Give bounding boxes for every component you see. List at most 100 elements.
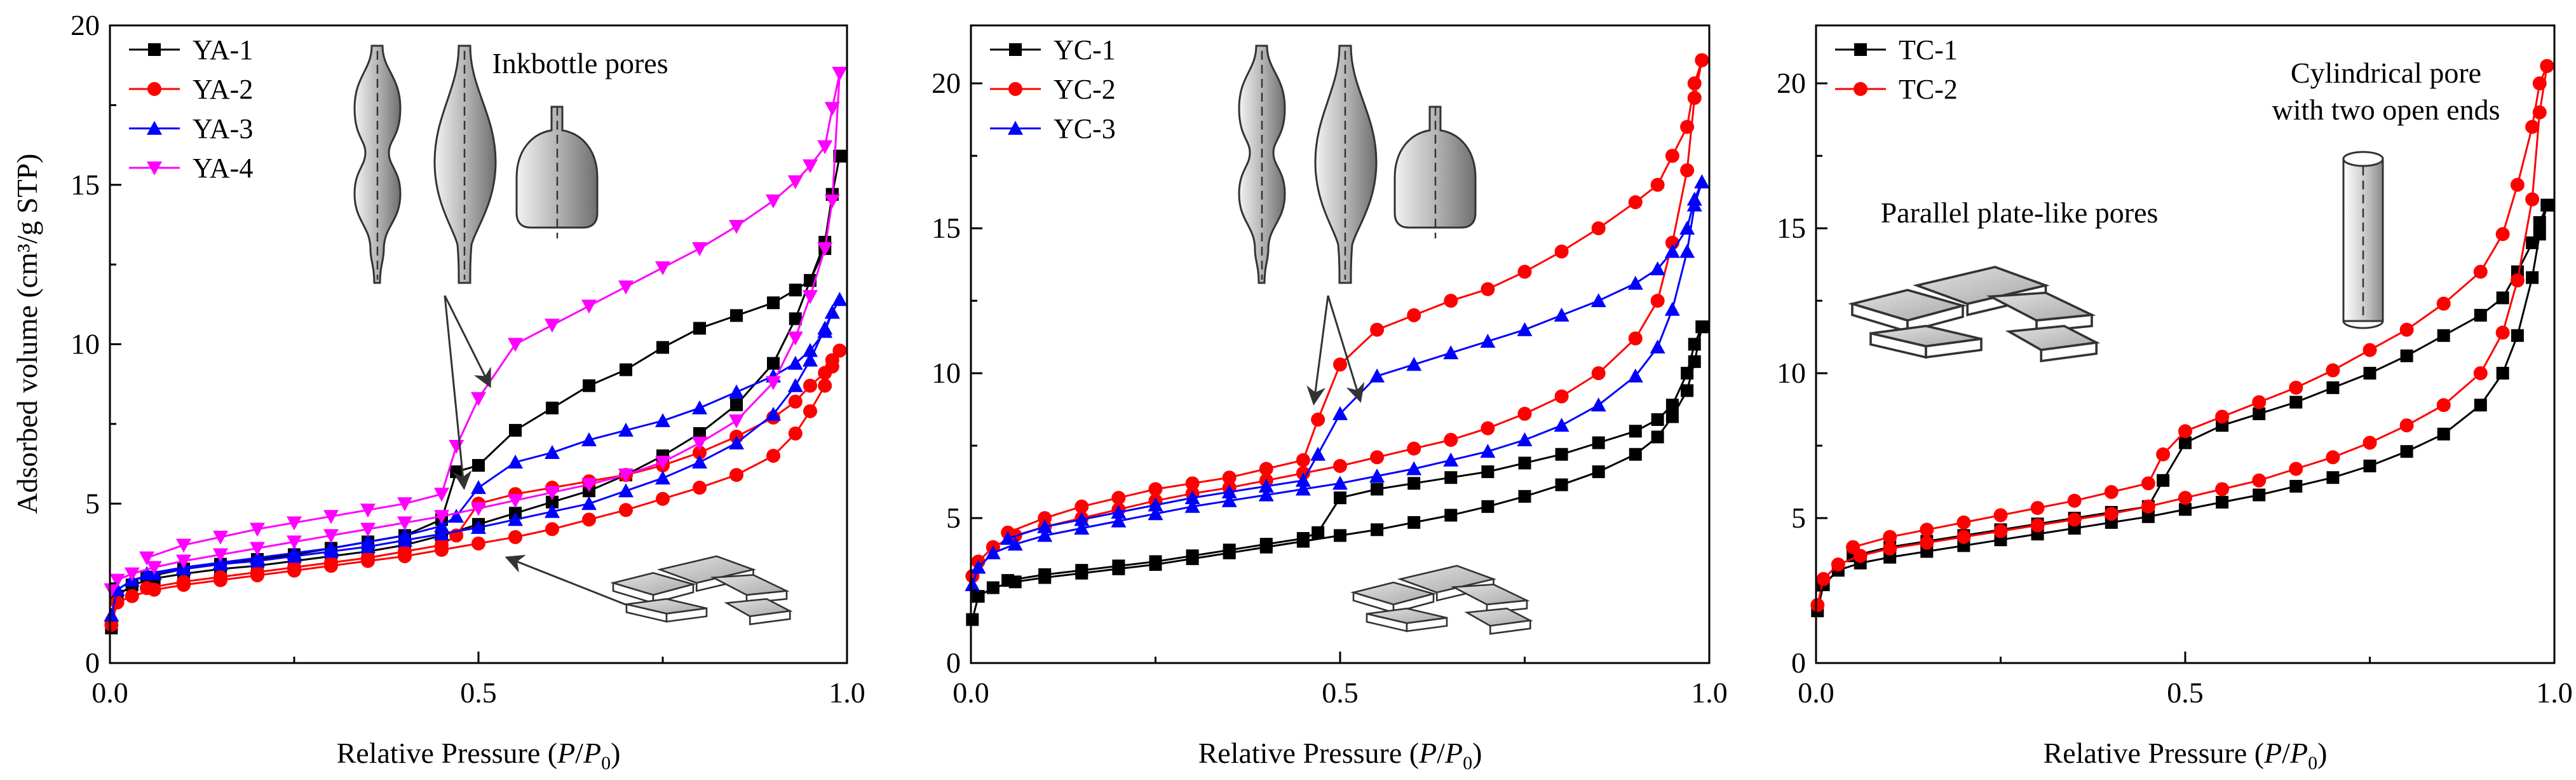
data-point-ya-2 bbox=[471, 536, 485, 551]
data-point-ya-4 bbox=[832, 67, 848, 81]
data-point-yc-2 bbox=[1481, 282, 1495, 296]
data-point-ya-4 bbox=[176, 554, 191, 569]
data-point-yc-1 bbox=[1665, 410, 1679, 423]
data-point-yc-2 bbox=[1148, 482, 1163, 496]
data-point-ya-3 bbox=[508, 455, 523, 469]
data-point-ya-2 bbox=[803, 378, 817, 393]
data-point-ya-4 bbox=[508, 494, 523, 509]
data-point-tc-2 bbox=[2532, 76, 2547, 91]
data-point-tc-2 bbox=[2030, 518, 2045, 533]
data-point-tc-2 bbox=[2525, 192, 2540, 207]
data-point-yc-3 bbox=[1406, 461, 1422, 476]
data-point-tc-1 bbox=[2289, 479, 2303, 493]
data-point-yc-2 bbox=[1333, 357, 1347, 372]
data-point-ya-1 bbox=[693, 322, 706, 335]
data-point-yc-2 bbox=[1680, 163, 1695, 177]
x-axis-label-text: Relative Pressure (P/P0) bbox=[337, 737, 621, 774]
y-tick-label: 10 bbox=[932, 357, 961, 389]
data-point-ya-4 bbox=[581, 299, 597, 314]
data-point-ya-3 bbox=[397, 528, 412, 542]
data-point-tc-2 bbox=[2399, 322, 2414, 337]
data-point-ya-1 bbox=[730, 309, 743, 322]
data-point-tc-2 bbox=[2252, 473, 2267, 488]
data-point-ya-2 bbox=[766, 449, 780, 463]
data-point-tc-2 bbox=[2141, 499, 2155, 514]
y-tick-label: 20 bbox=[71, 9, 100, 41]
data-point-yc-3 bbox=[1590, 293, 1606, 308]
data-point-ya-4 bbox=[323, 510, 339, 524]
data-point-tc-1 bbox=[2540, 198, 2554, 212]
data-point-ya-4 bbox=[397, 497, 412, 512]
data-point-tc-1 bbox=[2326, 381, 2340, 394]
data-point-yc-3 bbox=[1686, 191, 1702, 206]
legend-marker-yc-2 bbox=[1008, 82, 1022, 96]
data-point-yc-2 bbox=[1650, 294, 1665, 308]
data-point-yc-3 bbox=[1650, 339, 1665, 354]
data-point-tc-2 bbox=[2156, 447, 2171, 462]
data-point-yc-3 bbox=[985, 545, 1001, 559]
data-point-yc-1 bbox=[1259, 538, 1273, 551]
data-point-ya-4 bbox=[397, 516, 412, 531]
data-point-tc-1 bbox=[2216, 495, 2229, 509]
data-point-ya-4 bbox=[803, 290, 818, 304]
data-point-yc-1 bbox=[1444, 471, 1458, 484]
data-point-yc-3 bbox=[1679, 221, 1695, 235]
data-point-tc-2 bbox=[1920, 535, 1934, 550]
data-point-tc-2 bbox=[2532, 105, 2547, 120]
data-point-yc-2 bbox=[1444, 432, 1458, 447]
data-point-yc-1 bbox=[1592, 436, 1605, 449]
data-point-ya-4 bbox=[124, 567, 140, 582]
data-point-ya-3 bbox=[692, 400, 707, 414]
legend-marker-yc-1 bbox=[1009, 43, 1022, 56]
data-point-tc-1 bbox=[2363, 367, 2376, 380]
data-point-yc-3 bbox=[1184, 498, 1200, 513]
data-point-yc-1 bbox=[1334, 491, 1346, 505]
data-point-ya-1 bbox=[767, 357, 780, 370]
data-point-yc-3 bbox=[1443, 345, 1459, 360]
data-point-tc-1 bbox=[2533, 216, 2546, 229]
data-point-yc-1 bbox=[1518, 489, 1531, 503]
data-point-ya-4 bbox=[471, 392, 486, 406]
y-tick-label: 5 bbox=[85, 487, 100, 519]
data-point-ya-3 bbox=[729, 435, 744, 449]
data-point-tc-2 bbox=[1883, 541, 1897, 556]
x-axis-label-text: Relative Pressure (P/P0) bbox=[1198, 737, 1482, 774]
data-point-yc-3 bbox=[1694, 174, 1710, 189]
cylindrical-pore-label-line2: with two open ends bbox=[2272, 93, 2500, 126]
parallel-plates-icon-ya bbox=[610, 555, 793, 626]
data-point-tc-2 bbox=[2252, 395, 2267, 409]
data-point-ya-1 bbox=[833, 149, 846, 163]
data-point-yc-2 bbox=[1591, 221, 1606, 236]
data-point-ya-2 bbox=[545, 522, 559, 537]
data-point-ya-4 bbox=[449, 439, 464, 454]
data-point-ya-1 bbox=[620, 363, 632, 376]
x-axis-label-tc: Relative Pressure (P/P0) bbox=[2044, 737, 2328, 774]
data-point-yc-1 bbox=[1186, 549, 1199, 563]
data-point-ya-2 bbox=[693, 481, 707, 495]
legend-label-yc-1: YC-1 bbox=[1054, 34, 1116, 65]
data-point-ya-3 bbox=[824, 304, 840, 319]
data-point-ya-3 bbox=[803, 343, 818, 357]
data-point-ya-4 bbox=[471, 502, 486, 516]
x-tick-label: 1.0 bbox=[829, 676, 865, 709]
data-point-ya-1 bbox=[546, 495, 559, 509]
data-point-yc-3 bbox=[1517, 322, 1533, 336]
data-point-yc-3 bbox=[1007, 537, 1023, 551]
data-point-tc-2 bbox=[2326, 450, 2340, 465]
x-tick-label: 0.0 bbox=[1798, 676, 1834, 709]
data-point-ya-1 bbox=[789, 312, 802, 325]
data-point-yc-3 bbox=[1554, 307, 1569, 322]
data-point-tc-2 bbox=[2473, 366, 2488, 381]
data-point-ya-4 bbox=[287, 535, 302, 550]
data-point-ya-4 bbox=[803, 159, 818, 174]
data-point-ya-4 bbox=[545, 486, 560, 500]
panel-yc: 0.0 0.5 1.0 0 5 10 15 20 YC-1 YC-2 YC-3 bbox=[932, 24, 1728, 709]
data-point-yc-1 bbox=[1681, 367, 1694, 380]
data-point-tc-2 bbox=[1920, 523, 1934, 537]
data-point-yc-1 bbox=[1296, 531, 1310, 545]
inkbottle-pore-illustration-yc bbox=[1238, 44, 1477, 406]
data-point-ya-3 bbox=[323, 540, 339, 555]
data-point-ya-2 bbox=[788, 426, 803, 441]
data-point-ya-3 bbox=[787, 355, 803, 370]
y-tick-label: 20 bbox=[932, 67, 961, 99]
